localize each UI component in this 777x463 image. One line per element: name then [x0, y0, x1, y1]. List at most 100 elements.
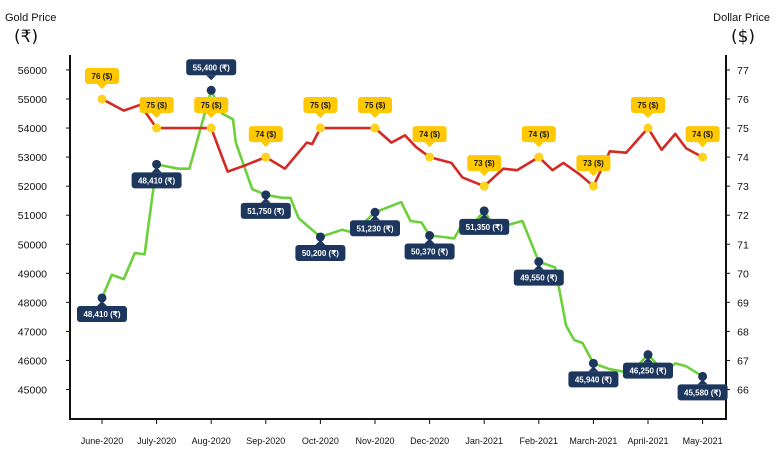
- dollar-label-pointer: [697, 142, 708, 148]
- dollar-label-box: [85, 68, 119, 84]
- left-tick-label: 51000: [18, 210, 47, 222]
- gold-price-point: [206, 85, 216, 95]
- gold-label-pointer: [424, 238, 435, 244]
- dollar-label-pointer: [206, 113, 217, 119]
- right-tick-label: 72: [737, 210, 749, 222]
- x-axis-ticks: June-2020 July-2020 Aug-2020 Sep-2020 Oct-20…: [81, 419, 723, 446]
- dollar-label-box: [139, 97, 174, 114]
- right-tick-label: 76: [737, 94, 749, 106]
- gold-label-pointer: [260, 197, 271, 203]
- gold-label-box: [568, 371, 619, 388]
- dollar-price-point: [643, 123, 653, 133]
- gold-price-point: [698, 371, 708, 381]
- gold-price-label: 55,400 (₹): [193, 63, 230, 72]
- dollar-price-point: [261, 152, 271, 162]
- gold-price-point: [261, 190, 271, 200]
- right-tick-label: 75: [737, 123, 749, 135]
- left-tick-label: 54000: [18, 123, 47, 135]
- dollar-price-point: [370, 123, 380, 133]
- x-tick-label: Aug-2020: [192, 436, 231, 446]
- dollar-price-point: [315, 123, 325, 133]
- right-tick-label: 74: [737, 152, 749, 164]
- dollar-price-label: 75 ($): [146, 101, 167, 110]
- gold-label-box: [623, 362, 673, 379]
- dollar-price-label: 74 ($): [692, 130, 713, 139]
- gold-label-pointer: [479, 213, 490, 219]
- left-tick-label: 49000: [18, 268, 47, 280]
- gold-label-box: [404, 243, 455, 260]
- gold-label-pointer: [533, 264, 544, 270]
- gold-price-point: [370, 207, 380, 217]
- gold-price-label: 50,370 (₹): [411, 248, 448, 257]
- dollar-price-label: 73 ($): [474, 159, 495, 168]
- left-tick-label: 56000: [18, 65, 47, 77]
- gold-price-label: 48,410 (₹): [138, 176, 175, 185]
- dollar-price-label: 75 ($): [365, 101, 386, 110]
- dollar-label-box: [358, 97, 392, 114]
- gold-price-point: [97, 293, 107, 303]
- dollar-price-point: [698, 152, 708, 162]
- gold-price-point: [643, 350, 653, 360]
- dollar-price-point: [152, 123, 162, 133]
- x-tick-label: May-2021: [683, 436, 723, 446]
- left-tick-label: 52000: [18, 181, 47, 193]
- dollar-label-box: [194, 97, 229, 114]
- right-tick-label: 73: [737, 181, 749, 193]
- left-axis-ticks: 45000 46000 47000 48000 49000 50000 51000 52000…: [18, 65, 70, 397]
- x-tick-label: Feb-2021: [520, 436, 559, 446]
- gold-label-pointer: [206, 75, 217, 81]
- left-axis-symbol: (₹): [14, 27, 38, 47]
- gold-price-label: 45,940 (₹): [575, 375, 612, 384]
- dollar-label-pointer: [479, 171, 490, 177]
- right-axis-symbol: ($): [731, 27, 755, 47]
- dollar-price-point: [588, 181, 598, 191]
- gold-price-label: 51,230 (₹): [356, 224, 393, 233]
- gold-label-box: [459, 218, 510, 235]
- gold-label-box: [350, 220, 400, 237]
- gold-price-point: [588, 358, 598, 368]
- gold-label-box: [295, 244, 346, 261]
- dollar-label-box: [412, 126, 447, 143]
- dollar-price-point: [534, 152, 544, 162]
- gold-label-box: [240, 202, 291, 219]
- dollar-label-pointer: [260, 142, 271, 148]
- right-axis-ticks: 66 67 68 69 70 71 72 73 74 75 76 77: [726, 65, 749, 397]
- dollar-label-pointer: [151, 113, 162, 119]
- dollar-label-box: [248, 126, 283, 143]
- gold-price-point: [152, 159, 162, 169]
- data-points: 48,410 (₹) 48,410 (₹) 55,400 (₹) 51,750 (₹)…: [77, 59, 728, 401]
- right-tick-label: 71: [737, 239, 749, 251]
- gold-price-point: [479, 206, 489, 216]
- dollar-price-label: 75 ($): [638, 101, 659, 110]
- left-tick-label: 50000: [18, 239, 47, 251]
- gold-label-box: [131, 172, 182, 189]
- gold-label-pointer: [697, 379, 708, 385]
- right-tick-label: 70: [737, 268, 749, 280]
- gold-price-label: 49,550 (₹): [520, 274, 557, 283]
- x-tick-label: June-2020: [81, 436, 124, 446]
- dollar-label-box: [685, 126, 720, 143]
- gold-label-box: [513, 269, 564, 286]
- gold-label-pointer: [370, 215, 380, 221]
- left-tick-label: 53000: [18, 152, 47, 164]
- x-tick-label: Nov-2020: [355, 436, 394, 446]
- dollar-price-label: 73 ($): [583, 159, 604, 168]
- dollar-price-label: 74 ($): [255, 130, 276, 139]
- gold-label-pointer: [643, 357, 653, 363]
- gold-price-line: [100, 89, 704, 378]
- gold-price-label: 51,350 (₹): [466, 223, 503, 232]
- right-tick-label: 66: [737, 385, 749, 397]
- dollar-label-box: [631, 97, 665, 114]
- left-tick-label: 48000: [18, 297, 47, 309]
- x-tick-label: Jan-2021: [465, 436, 503, 446]
- gold-label-pointer: [315, 239, 326, 245]
- left-tick-label: 47000: [18, 326, 47, 338]
- dollar-price-point: [479, 181, 489, 191]
- dollar-label-pointer: [588, 171, 599, 177]
- gold-label-pointer: [151, 167, 162, 173]
- gold-label-box: [186, 59, 237, 76]
- gold-price-label: 48,410 (₹): [83, 310, 120, 319]
- dollar-price-line: [101, 97, 704, 188]
- gold-label-box: [677, 384, 728, 401]
- dollar-label-box: [521, 126, 556, 143]
